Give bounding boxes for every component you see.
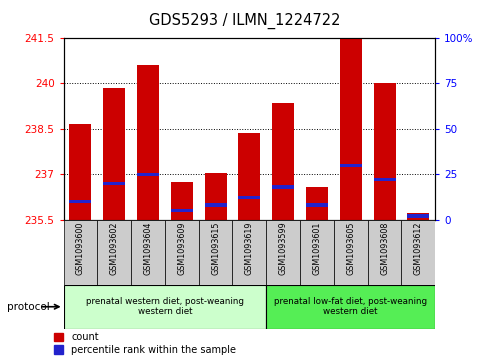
Bar [266, 285, 434, 329]
Text: GSM1093605: GSM1093605 [346, 221, 354, 275]
Bar [401, 220, 434, 285]
Bar [232, 220, 266, 285]
Bar [204, 204, 226, 207]
Text: GSM1093600: GSM1093600 [76, 221, 85, 275]
Bar [266, 220, 300, 285]
Text: GSM1093604: GSM1093604 [143, 221, 152, 275]
Text: prenatal western diet, post-weaning
western diet: prenatal western diet, post-weaning west… [86, 297, 244, 317]
Bar [170, 209, 192, 212]
Bar [69, 125, 91, 220]
Bar [339, 163, 361, 167]
Text: GSM1093601: GSM1093601 [312, 221, 321, 275]
Bar [198, 220, 232, 285]
Bar [367, 220, 401, 285]
Bar [373, 178, 395, 182]
Text: GSM1093608: GSM1093608 [379, 221, 388, 275]
Text: GSM1093615: GSM1093615 [211, 221, 220, 275]
Bar [63, 220, 97, 285]
Bar [170, 182, 192, 220]
Bar [272, 103, 294, 220]
Text: GSM1093612: GSM1093612 [413, 221, 422, 275]
Bar [103, 182, 125, 185]
Text: GSM1093602: GSM1093602 [109, 221, 119, 275]
Bar [204, 173, 226, 220]
Text: GDS5293 / ILMN_1224722: GDS5293 / ILMN_1224722 [148, 13, 340, 29]
Bar [238, 134, 260, 220]
Bar [97, 220, 131, 285]
Bar [137, 65, 159, 220]
Bar [131, 220, 164, 285]
Text: prenatal low-fat diet, post-weaning
western diet: prenatal low-fat diet, post-weaning west… [274, 297, 427, 317]
Text: GSM1093619: GSM1093619 [244, 221, 253, 275]
Bar [272, 185, 294, 189]
Bar [69, 200, 91, 203]
Bar [137, 173, 159, 176]
Bar [63, 285, 266, 329]
Bar [305, 187, 327, 220]
Bar [305, 204, 327, 207]
Text: protocol: protocol [7, 302, 50, 312]
Bar [407, 215, 428, 218]
Text: GSM1093609: GSM1093609 [177, 221, 186, 275]
Legend: count, percentile rank within the sample: count, percentile rank within the sample [54, 332, 236, 355]
Bar [333, 220, 367, 285]
Bar [407, 213, 428, 220]
Bar [300, 220, 333, 285]
Bar [238, 196, 260, 200]
Bar [164, 220, 198, 285]
Bar [103, 88, 125, 220]
Bar [339, 38, 361, 220]
Bar [373, 83, 395, 220]
Text: GSM1093599: GSM1093599 [278, 221, 287, 275]
